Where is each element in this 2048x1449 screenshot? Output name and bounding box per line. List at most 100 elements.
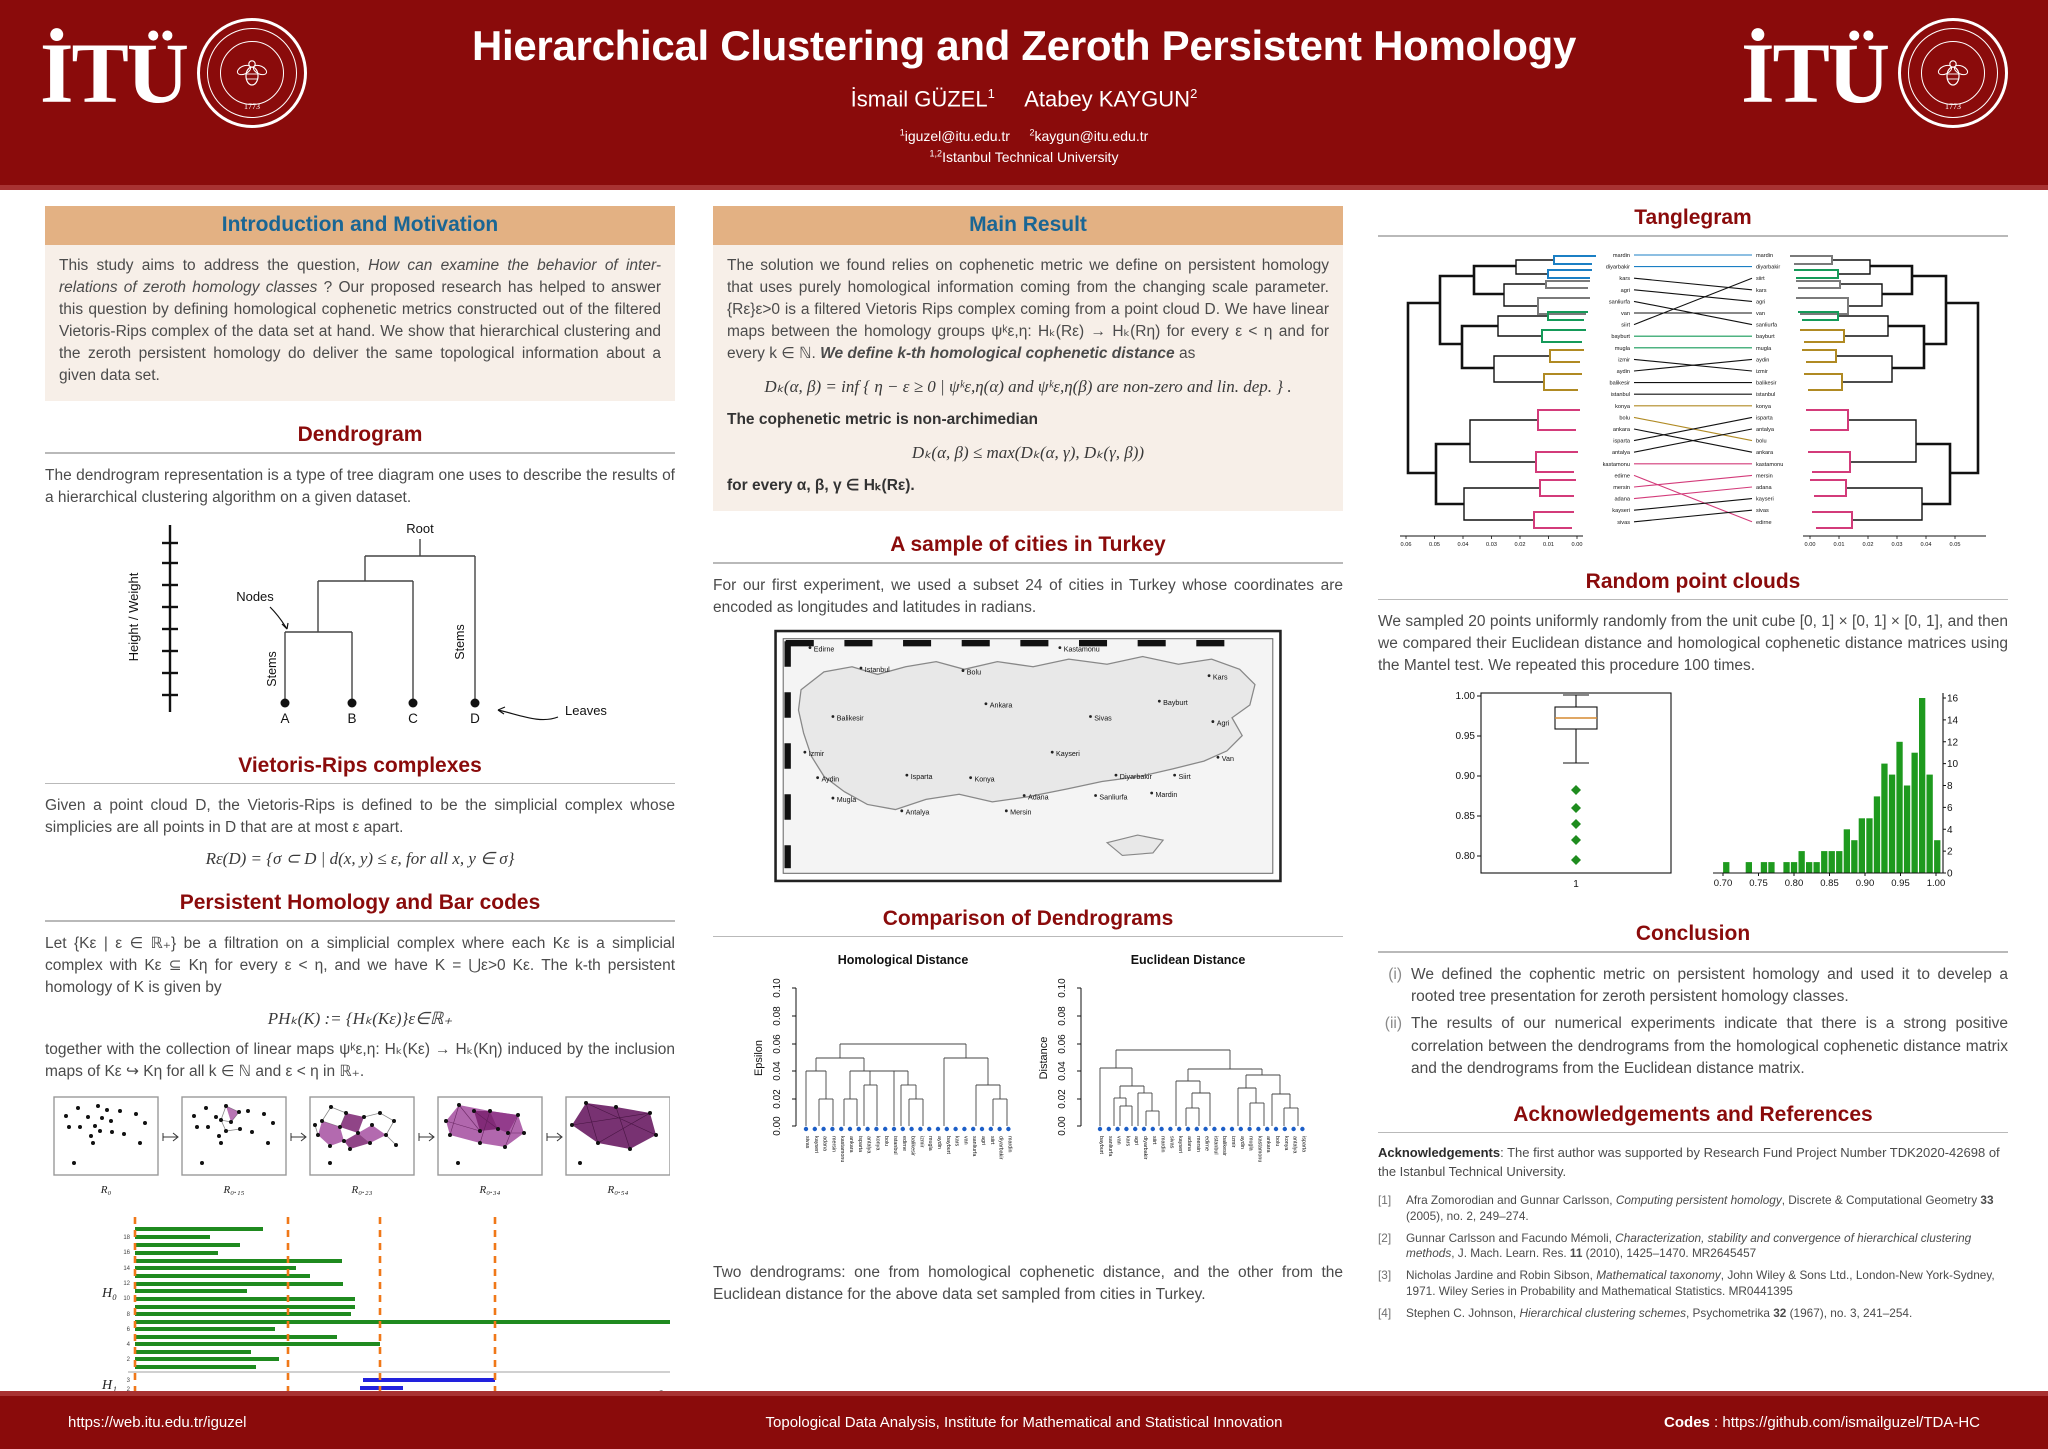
header-center: Hierarchical Clustering and Zeroth Persi… <box>300 22 1748 167</box>
histogram-bar <box>1760 862 1768 873</box>
filtration-arrows <box>162 1132 563 1141</box>
city-label: Agri <box>1217 719 1230 727</box>
left-dendro-tree <box>805 1043 1008 1127</box>
reference-text: Gunnar Carlsson and Facundo Mémoli, Char… <box>1406 1231 2008 1263</box>
dendro-leaf-label: aydin <box>1239 1136 1245 1149</box>
conclusion-item-text: The results of our numerical experiments… <box>1411 1015 2008 1078</box>
city-label: Edirne <box>814 645 835 653</box>
histogram-bar <box>1836 851 1843 873</box>
tanglegram-right-leaf-label: konya <box>1756 403 1772 409</box>
svg-text:8: 8 <box>127 1312 131 1318</box>
affiliation: Istanbul Technical University <box>942 148 1119 165</box>
intro-body: This study aims to address the question,… <box>45 245 675 401</box>
svg-text:2: 2 <box>127 1357 131 1363</box>
reference-item: [2] Gunnar Carlsson and Facundo Mémoli, C… <box>1378 1231 2008 1263</box>
affiliation-sup: 1,2 <box>929 147 943 158</box>
tanglegram-right-leaf-label: aydin <box>1756 357 1769 363</box>
histogram-y-tick: 16 <box>1947 694 1959 705</box>
poster-footer: https://web.itu.edu.tr/iguzel Topologica… <box>0 1391 2048 1449</box>
bee-emblem-icon <box>236 60 268 86</box>
city-label-group: Edirne Istanbul Bolu Kastamonu Kars Balikesir… <box>809 645 1234 816</box>
leaf-label-c: C <box>408 711 418 726</box>
dendro-leaf-dot <box>812 1127 817 1132</box>
conclusion-list: (i) We defined the cophentic metric on pe… <box>1378 964 2008 1081</box>
dendro-leaf-dot <box>1238 1127 1243 1132</box>
right-leaf-label-group: bayburt sanliurfa van kars agri diyarbakir sii… <box>1098 1136 1306 1162</box>
acknowledgements-label: Acknowledgements <box>1378 1145 1501 1161</box>
tanglegram-right-leaf-label: balikesir <box>1756 380 1777 386</box>
conclusion-rule <box>1378 951 2008 953</box>
dendro-leaf-dot <box>839 1127 844 1132</box>
city-dot <box>831 796 835 800</box>
tanglegram-right-leaf-label: van <box>1756 311 1765 317</box>
tanglegram-left-leaf-label: bayburt <box>1611 334 1630 340</box>
dendro-leaf-dot <box>1256 1127 1261 1132</box>
tanglegram-left-axis-ticks: 0.06 0.05 0.04 0.03 0.02 0.01 0.00 <box>1401 535 1582 548</box>
tanglegram-left-leaf-label: kayseri <box>1612 508 1630 514</box>
main-result-heading: Main Result <box>713 206 1343 245</box>
tanglegram-left-leaf-label: isparta <box>1613 438 1631 444</box>
dendro-leaf-dot <box>1150 1127 1155 1132</box>
histogram-bar <box>1926 774 1933 873</box>
dendro-leaf-label: aydin <box>936 1136 942 1149</box>
tanglegram-left-leaf-label: diyarbakir <box>1606 264 1630 270</box>
city-label: Bayburt <box>1163 699 1188 707</box>
dendro-leaf-label: siirt <box>1151 1136 1157 1145</box>
city-label: Diyarbakir <box>1120 773 1153 781</box>
tanglegram-heading: Tanglegram <box>1634 206 1752 229</box>
tanglegram-right-leaf-label: isparta <box>1756 415 1774 421</box>
dendrogram-rule <box>45 452 675 454</box>
dendro-leaf-label: diyarbakir <box>1142 1136 1148 1160</box>
dendro-leaf-dot <box>1185 1127 1191 1132</box>
conclusion-item-text: We defined the cophentic metric on persi… <box>1411 965 2008 1005</box>
histogram-x-tick: 0.80 <box>1785 878 1804 889</box>
filtration-label-3: R₀.₃₄ <box>479 1184 501 1196</box>
tanglegram-right-leaf-label: sivas <box>1756 508 1769 514</box>
tanglegram-right-leaf-label: kayseri <box>1756 496 1774 502</box>
city-label: Sivas <box>1094 714 1112 722</box>
dendro-leaf-label: kastamonu <box>839 1136 845 1162</box>
itu-wordmark-left: İTÜ <box>40 25 189 121</box>
city-dot <box>1157 699 1161 703</box>
histogram-bar <box>1843 829 1850 874</box>
tanglegram-right-leaf-label: bolu <box>1756 438 1767 444</box>
leaf-node-b <box>347 698 357 707</box>
histogram-bar <box>1783 862 1790 873</box>
histogram-bar <box>1911 752 1918 873</box>
filtration-frame-0: R₀ <box>53 1095 159 1196</box>
intro-text-a: This study aims to address the question, <box>59 257 369 274</box>
dendro-leaf-label: mugla <box>927 1136 933 1151</box>
left-leaf-dot-group <box>803 1127 1011 1132</box>
author-1-name: İsmail GÜZEL <box>850 86 988 112</box>
footer-website-link[interactable]: https://web.itu.edu.tr/iguzel <box>68 1414 247 1431</box>
references-heading: Acknowledgements and References <box>1513 1102 1873 1126</box>
dendro-leaf-dot <box>1212 1127 1217 1132</box>
dendro-leaf-label: istanbul <box>892 1136 898 1155</box>
persistent-rule <box>45 920 675 922</box>
intro-text-italic: How can examine the behavior of inter-re… <box>59 257 661 296</box>
boxplot-y-tick: 0.95 <box>1456 731 1476 742</box>
dendro-leaf-label: ankara <box>848 1136 854 1152</box>
tanglegram-right-leaf-label: mardin <box>1756 253 1773 259</box>
comparison-rule <box>713 935 1343 938</box>
footer-codes[interactable]: Codes : https://github.com/ismailguzel/T… <box>1664 1414 1980 1431</box>
histogram-x-tick: 0.85 <box>1820 878 1839 889</box>
persistent-text-2: together with the collection of linear m… <box>45 1040 675 1080</box>
boxplot-y-tick: 1.00 <box>1456 691 1476 702</box>
svg-text:0.10: 0.10 <box>772 978 783 998</box>
references-rule <box>1378 1131 2008 1134</box>
tanglegram-connector-lines <box>1633 253 1753 522</box>
histogram-y-tick: 4 <box>1947 825 1953 836</box>
reference-source: , Discrete & Computational Geometry <box>1781 1192 1981 1207</box>
dendro-leaf-label: isparta <box>1300 1136 1306 1152</box>
conclusion-item-marker: (ii) <box>1384 1015 1402 1033</box>
svg-text:10: 10 <box>123 1296 130 1302</box>
reference-item: [3] Nicholas Jardine and Robin Sibson, Ma… <box>1378 1268 2008 1300</box>
city-label: Ankara <box>990 701 1013 709</box>
histogram-bar <box>1768 862 1775 873</box>
histogram-y-tick-labels: 0 2 4 6 8 10 12 14 16 <box>1943 694 1959 880</box>
reference-tail: (2005), no. 2, 249–274. <box>1406 1208 1529 1223</box>
tanglegram-right-leaf-label: mugla <box>1756 345 1772 351</box>
city-dot <box>803 750 807 754</box>
reference-tail: (1967), no. 3, 241–254. <box>1786 1306 1913 1321</box>
